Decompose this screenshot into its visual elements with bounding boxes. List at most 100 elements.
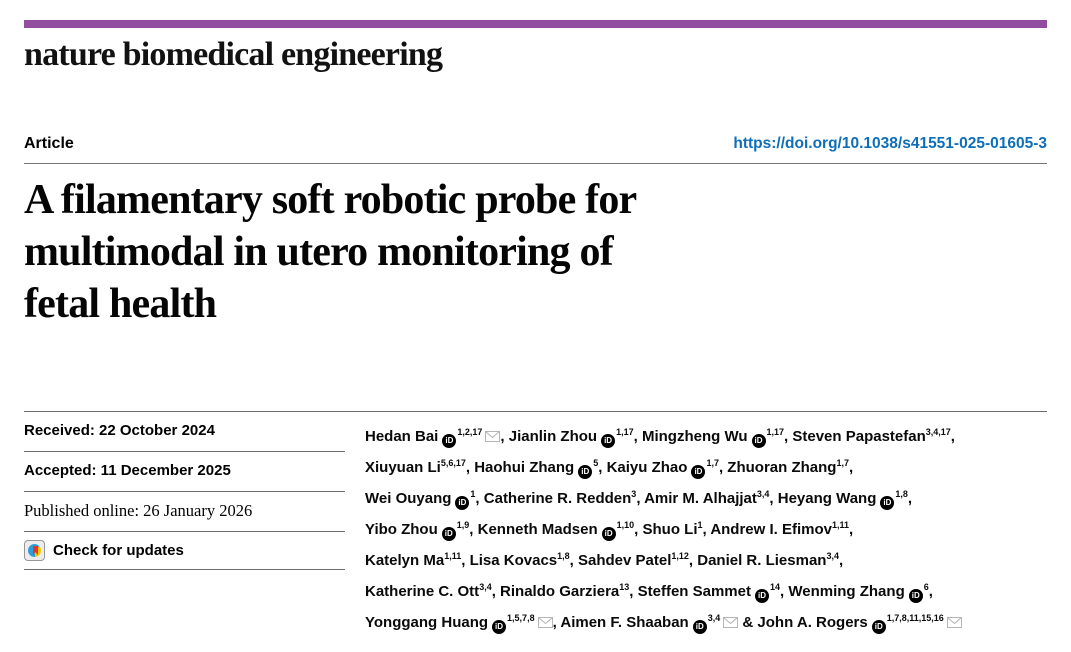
title-line-3: fetal health: [24, 281, 217, 327]
author: Katherine C. Ott3,4: [365, 582, 492, 600]
author-affiliation-numbers: 1: [470, 489, 476, 499]
orcid-icon[interactable]: iD: [754, 589, 769, 603]
author-separator: ,: [461, 552, 470, 569]
author-affiliation-numbers: 1,9: [456, 520, 470, 530]
author-name: Mingzheng Wu: [641, 428, 748, 445]
email-icon[interactable]: [946, 617, 962, 628]
author-affiliation-numbers: 1,8: [895, 489, 908, 499]
doi-link[interactable]: https://doi.org/10.1038/s41551-025-01605…: [733, 135, 1047, 152]
author-affiliation-numbers: 1,7,8,11,15,16: [886, 613, 944, 623]
brand-bar: [24, 20, 1047, 28]
author: Heyang Wang iD1,8: [777, 489, 908, 510]
check-for-updates-label: Check for updates: [53, 541, 184, 559]
author-separator: ,: [784, 428, 793, 445]
orcid-icon[interactable]: iD: [751, 434, 766, 448]
author-affiliation-numbers: 1,17: [616, 427, 634, 437]
author-separator: ,: [634, 521, 643, 538]
orcid-icon[interactable]: iD: [578, 465, 593, 479]
author-list: Hedan Bai iD1,2,17, Jianlin Zhou iD1,17, M…: [365, 412, 1047, 636]
author-separator: ,: [598, 459, 607, 476]
author-separator: ,: [907, 490, 913, 507]
author-affiliation-numbers: 1: [697, 520, 703, 530]
author-affiliation-numbers: 1,5,7,8: [507, 613, 535, 623]
author-name: Hedan Bai: [365, 428, 439, 445]
email-icon[interactable]: [537, 617, 553, 628]
author-affiliation-numbers: 1,7: [836, 458, 849, 468]
author-separator: ,: [838, 552, 844, 569]
author-affiliation-numbers: 13: [619, 582, 630, 592]
author-separator: ,: [552, 614, 561, 631]
author-name: Heyang Wang: [777, 490, 877, 507]
orcid-icon[interactable]: iD: [442, 434, 457, 448]
author-name: Andrew I. Efimov: [710, 521, 832, 538]
author-name: Yonggang Huang: [365, 614, 489, 631]
author-name: Katelyn Ma: [365, 552, 445, 569]
author: Xiuyuan Li5,6,17: [365, 458, 466, 476]
article-header-row: Article https://doi.org/10.1038/s41551-0…: [24, 134, 1047, 164]
author: Rinaldo Garziera13: [500, 582, 630, 600]
article-dates: Received: 22 October 2024 Accepted: 11 D…: [24, 412, 345, 636]
author-affiliation-numbers: 1,10: [616, 520, 635, 530]
author-name: Daniel R. Liesman: [697, 552, 827, 569]
title-line-1: A filamentary soft robotic probe for: [24, 177, 637, 223]
author-separator: ,: [928, 583, 933, 600]
author-name: Amir M. Alhajjat: [644, 490, 757, 507]
received-date: Received: 22 October 2024: [24, 412, 345, 452]
orcid-icon[interactable]: iD: [455, 496, 470, 510]
author-separator: ,: [629, 583, 638, 600]
author-name: Katherine C. Ott: [365, 583, 480, 600]
author-affiliation-numbers: 3,4: [479, 582, 492, 592]
author-name: Aimen F. Shaaban: [560, 614, 689, 631]
author-affiliation-numbers: 1,17: [766, 427, 785, 437]
orcid-icon[interactable]: iD: [601, 527, 616, 541]
crossmark-icon: [24, 540, 45, 561]
orcid-icon[interactable]: iD: [601, 434, 616, 448]
author: Wenming Zhang iD6: [788, 582, 929, 603]
author-separator: ,: [780, 583, 789, 600]
author-name: Xiuyuan Li: [365, 459, 441, 476]
journal-masthead: nature biomedical engineering: [24, 36, 443, 73]
author-affiliation-numbers: 5,6,17: [440, 458, 466, 468]
author-name: Yibo Zhou: [365, 521, 438, 538]
author-separator: ,: [633, 428, 642, 445]
check-for-updates-link[interactable]: Check for updates: [24, 532, 345, 570]
author-name: Wenming Zhang: [788, 583, 905, 600]
orcid-icon[interactable]: iD: [908, 589, 923, 603]
author: Wei Ouyang iD1: [365, 489, 476, 510]
author: Kenneth Madsen iD1,10: [477, 520, 635, 541]
author-affiliation-numbers: 14: [769, 582, 780, 592]
crossmark-bookmark: [33, 546, 38, 555]
article-type-label: Article: [24, 135, 74, 152]
orcid-icon[interactable]: iD: [492, 620, 507, 634]
orcid-icon[interactable]: iD: [691, 465, 706, 479]
author-name: Catherine R. Redden: [483, 490, 632, 507]
author: Sahdev Patel1,12: [578, 551, 689, 569]
author-name: Steffen Sammet: [637, 583, 751, 600]
author-separator: ,: [769, 490, 778, 507]
orcid-icon[interactable]: iD: [880, 496, 895, 510]
article-title: A filamentary soft robotic probe for mul…: [24, 174, 1047, 330]
author-affiliation-numbers: 3,4: [826, 551, 839, 561]
orcid-icon[interactable]: iD: [692, 620, 707, 634]
orcid-icon[interactable]: iD: [871, 620, 886, 634]
author-affiliation-numbers: 3,4: [707, 613, 721, 623]
author-affiliation-numbers: 1,11: [444, 551, 462, 561]
author-affiliation-numbers: 3: [631, 489, 637, 499]
author-name: Kenneth Madsen: [477, 521, 598, 538]
email-icon[interactable]: [485, 431, 501, 442]
author-name: Steven Papastefan: [792, 428, 926, 445]
author: Katelyn Ma1,11: [365, 551, 462, 569]
author-separator: ,: [718, 459, 728, 476]
article-meta-section: Received: 22 October 2024 Accepted: 11 D…: [24, 411, 1047, 636]
author-affiliation-numbers: 3,4,17: [925, 427, 951, 437]
author: Yibo Zhou iD1,9: [365, 520, 470, 541]
author-separator: ,: [491, 583, 501, 600]
orcid-icon[interactable]: iD: [441, 527, 456, 541]
author: Yonggang Huang iD1,5,7,8: [365, 613, 553, 634]
author-affiliation-numbers: 1,2,17: [457, 427, 483, 437]
email-icon[interactable]: [723, 617, 739, 628]
author-affiliation-numbers: 6: [923, 582, 929, 592]
author: Jianlin Zhou iD1,17: [509, 427, 634, 448]
author-separator: &: [738, 614, 758, 631]
title-line-2: multimodal in utero monitoring of: [24, 229, 614, 275]
